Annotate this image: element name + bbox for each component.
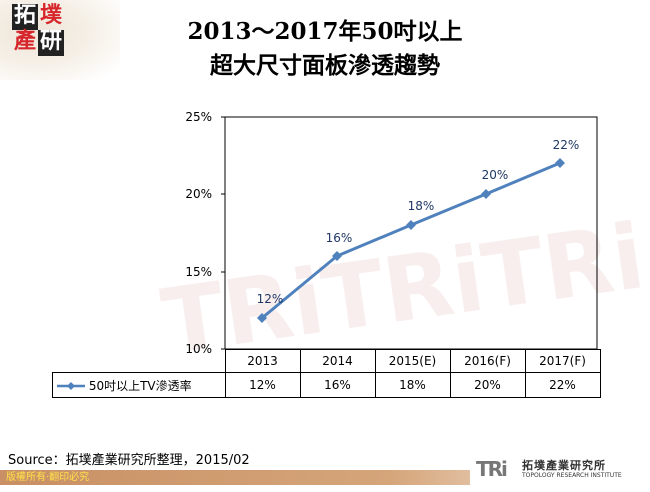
value-cell: 22% — [524, 372, 601, 398]
copyright-notice: 版權所有‧翻印必究 — [6, 472, 90, 483]
category-cell: 2016(F) — [449, 349, 526, 373]
data-table: 2013 2014 2015(E) 2016(F) 2017(F) 50吋以上T… — [52, 349, 601, 398]
category-row: 2013 2014 2015(E) 2016(F) 2017(F) — [52, 349, 601, 373]
data-label: 20% — [482, 168, 509, 182]
logo-char-4: 研 — [38, 29, 64, 56]
data-label: 18% — [408, 199, 435, 213]
series-legend-cell: 50吋以上TV滲透率 — [52, 372, 226, 398]
data-label: 16% — [326, 231, 353, 245]
logo-char-2: 墣 — [39, 3, 62, 28]
category-cell: 2014 — [299, 349, 376, 373]
data-label: 22% — [553, 138, 580, 152]
tri-logo-english-name: TOPOLOGY RESEARCH INSTITUTE — [522, 472, 622, 479]
y-tick-label: 20% — [185, 187, 212, 201]
series-name: 50吋以上TV滲透率 — [88, 378, 192, 393]
value-cell: 12% — [224, 372, 301, 398]
slide-title-line-1: 2013～2017年50吋以上 — [187, 18, 463, 45]
diamond-marker-icon — [257, 313, 267, 323]
diamond-marker-icon — [406, 220, 416, 230]
y-tick-label: 25% — [185, 110, 212, 124]
data-label: 12% — [257, 292, 284, 306]
tri-logo-chinese-name: 拓墣產業研究所 — [522, 459, 606, 472]
category-cell: 2015(E) — [374, 349, 451, 373]
diamond-marker-icon — [555, 158, 565, 168]
category-cell: 2017(F) — [524, 349, 601, 373]
value-cell: 16% — [299, 372, 376, 398]
slide-title-line-2: 超大尺寸面板滲透趨勢 — [210, 52, 440, 79]
logo-char-1: 拓 — [12, 3, 38, 30]
y-tick-label: 15% — [185, 265, 212, 279]
diamond-marker-icon — [332, 251, 342, 261]
tri-logo-mark: TRi — [476, 457, 508, 481]
category-cell: 2013 — [224, 349, 301, 373]
source-note: Source：拓墣產業研究所整理，2015/02 — [8, 453, 250, 468]
corner-logo: 拓 墣 產 研 — [0, 0, 120, 80]
tri-logo: TRi 拓墣產業研究所 TOPOLOGY RESEARCH INSTITUTE — [470, 455, 650, 485]
series-line — [261, 161, 561, 320]
series-markers — [257, 158, 565, 323]
logo-char-3: 產 — [13, 29, 36, 54]
value-cell: 20% — [449, 372, 526, 398]
plot-area — [224, 116, 598, 350]
legend-line-diamond-icon — [57, 382, 85, 390]
diamond-marker-icon — [481, 189, 491, 199]
series-row: 50吋以上TV滲透率 12% 16% 18% 20% 22% — [52, 372, 601, 398]
value-cell: 18% — [374, 372, 451, 398]
